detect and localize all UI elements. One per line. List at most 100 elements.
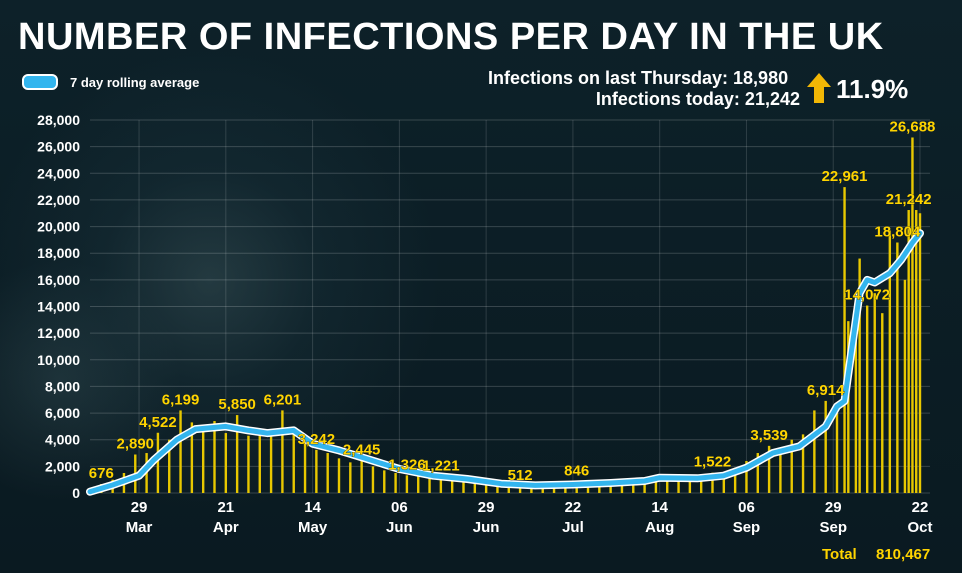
y-tick-label: 20,000 xyxy=(37,219,80,235)
bar xyxy=(439,476,443,493)
data-label: 26,688 xyxy=(890,118,936,135)
x-tick-day: 22 xyxy=(565,499,582,516)
bar xyxy=(733,467,737,493)
x-tick-day: 06 xyxy=(738,499,755,516)
bar xyxy=(911,137,914,493)
x-tick-month: Sep xyxy=(819,519,847,536)
bar xyxy=(326,453,329,493)
bar xyxy=(688,477,692,493)
data-label: 21,242 xyxy=(886,191,932,208)
x-tick-month: Apr xyxy=(213,519,239,536)
x-tick-month: Oct xyxy=(907,519,932,536)
bar xyxy=(473,481,477,493)
bar xyxy=(337,458,341,493)
legend-swatch-rolling-average xyxy=(22,74,58,90)
data-label: 22,961 xyxy=(822,168,868,185)
bar xyxy=(790,439,793,493)
total-value: 810,467 xyxy=(876,546,931,563)
bar xyxy=(666,479,669,493)
y-tick-label: 10,000 xyxy=(37,352,80,368)
bar xyxy=(235,415,239,493)
bar xyxy=(632,480,635,493)
data-label: 5,850 xyxy=(218,396,256,413)
x-tick-month: May xyxy=(298,519,328,536)
y-tick-label: 24,000 xyxy=(37,165,80,181)
bar xyxy=(609,481,612,493)
bar xyxy=(428,476,431,493)
bar xyxy=(767,445,771,493)
bar xyxy=(281,410,284,493)
x-tick-month: Mar xyxy=(126,519,153,536)
y-tick-label: 8,000 xyxy=(45,378,80,394)
chart-title: NUMBER OF INFECTIONS PER DAY IN THE UK xyxy=(18,16,884,58)
x-axis: 29 Mar 21 Apr 14 May 06 Jun 29 Jun 22 Jul 14 Aug 06 Sep… xyxy=(126,499,933,536)
x-tick-month: Aug xyxy=(645,519,674,536)
rolling-average-line xyxy=(86,229,924,496)
bar xyxy=(835,413,839,493)
bar xyxy=(190,422,194,493)
bar xyxy=(484,483,488,493)
bar xyxy=(896,242,899,493)
bar xyxy=(756,453,759,493)
data-label: 6,199 xyxy=(162,391,200,408)
total-label: Total xyxy=(822,546,857,563)
data-label: 846 xyxy=(564,463,589,480)
rolling-average-series xyxy=(87,230,923,495)
data-label: 14,072 xyxy=(844,287,890,304)
x-tick-month: Sep xyxy=(733,519,761,536)
bar xyxy=(865,305,869,493)
bar xyxy=(813,410,816,493)
bar xyxy=(699,475,703,493)
bar xyxy=(179,410,182,493)
bar xyxy=(801,434,805,493)
y-tick-label: 28,000 xyxy=(37,112,80,128)
y-tick-label: 12,000 xyxy=(37,325,80,341)
x-tick-day: 14 xyxy=(651,499,668,516)
x-tick-month: Jul xyxy=(562,519,584,536)
bar xyxy=(360,460,363,493)
bar xyxy=(677,478,680,493)
bar xyxy=(654,478,658,493)
y-tick-label: 6,000 xyxy=(45,405,80,421)
bar xyxy=(881,313,884,493)
x-tick-day: 29 xyxy=(131,499,148,516)
bar xyxy=(854,319,858,493)
bar xyxy=(586,483,590,493)
bar xyxy=(873,293,876,493)
bar xyxy=(383,470,386,493)
bar xyxy=(518,486,522,493)
data-label: 2,445 xyxy=(343,441,381,458)
y-tick-label: 16,000 xyxy=(37,272,80,288)
bar xyxy=(349,462,352,493)
data-label: 6,914 xyxy=(807,382,845,399)
bar xyxy=(907,210,910,493)
data-label: 1,522 xyxy=(694,454,732,471)
bar xyxy=(824,400,827,493)
data-label: 4,522 xyxy=(139,414,177,431)
stat-today: Infections today: 21,242 xyxy=(595,89,800,109)
bar xyxy=(745,461,748,493)
data-label: 1,326 xyxy=(388,456,426,473)
y-tick-label: 2,000 xyxy=(45,458,80,474)
bar xyxy=(303,439,307,493)
stat-last-thursday: Infections on last Thursday: 18,980 xyxy=(488,68,789,88)
bar xyxy=(779,450,782,493)
bar xyxy=(462,480,465,493)
bar xyxy=(918,213,922,493)
bar xyxy=(450,478,454,493)
bar xyxy=(201,426,205,493)
data-label: 3,242 xyxy=(298,431,336,448)
x-tick-day: 06 xyxy=(391,499,408,516)
change-percent: 11.9% xyxy=(836,74,909,104)
bar xyxy=(258,430,261,493)
legend: 7 day rolling average xyxy=(22,74,199,90)
x-tick-month: Jun xyxy=(386,519,413,536)
data-label: 18,804 xyxy=(874,224,921,241)
data-label: 676 xyxy=(89,465,114,482)
bar xyxy=(598,482,601,493)
bar xyxy=(847,321,850,493)
gridlines xyxy=(90,119,930,494)
data-label: 6,201 xyxy=(264,391,302,408)
bar xyxy=(496,484,499,493)
